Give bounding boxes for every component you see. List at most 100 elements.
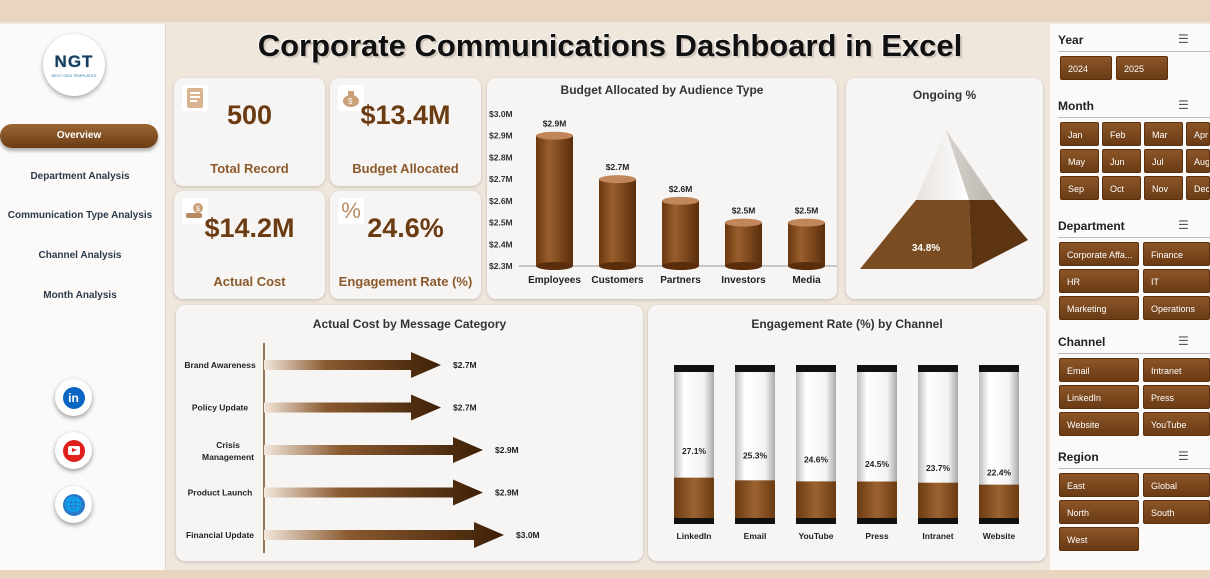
slicer-department-it[interactable]: IT	[1143, 269, 1210, 293]
slicer-department-finance[interactable]: Finance	[1143, 242, 1210, 266]
slicer-department-operations[interactable]: Operations	[1143, 296, 1210, 320]
nav-month-analysis[interactable]: Month Analysis	[43, 290, 117, 301]
slicer-year-2025[interactable]: 2025	[1116, 56, 1168, 80]
slicer-channel-linkedin[interactable]: LinkedIn	[1059, 385, 1139, 409]
nav-department-analysis[interactable]: Department Analysis	[30, 171, 130, 182]
kpi-value: 24.6%	[367, 213, 444, 243]
budget-category-label: Employees	[528, 275, 581, 286]
multi-select-icon[interactable]: ☰	[1178, 218, 1189, 232]
slicer-month-mar[interactable]: Mar	[1144, 122, 1183, 146]
kpi-value: $13.4M	[360, 100, 451, 130]
tube-cap	[918, 365, 958, 372]
slicer-month-feb[interactable]: Feb	[1102, 122, 1141, 146]
cost-category-label: Crisis	[216, 440, 240, 450]
slicer-region-east[interactable]: East	[1059, 473, 1139, 497]
slicer-region-global[interactable]: Global	[1143, 473, 1210, 497]
slicer-month-nov[interactable]: Nov	[1144, 176, 1183, 200]
budget-bar	[662, 200, 699, 266]
svg-text:$: $	[348, 97, 353, 106]
slicer-month-jan[interactable]: Jan	[1060, 122, 1099, 146]
kpi-card-actual-cost: $ $14.2M Actual Cost	[174, 191, 325, 299]
nav-communication-type-analysis[interactable]: Communication Type Analysis	[7, 210, 153, 221]
multi-select-icon[interactable]: ☰	[1178, 98, 1189, 112]
slicer-department-corporate-affairs[interactable]: Corporate Affa...	[1059, 242, 1139, 266]
engagement-category-label: Email	[744, 531, 767, 541]
tube-cap	[857, 365, 897, 372]
slicer-year-2024[interactable]: 2024	[1060, 56, 1112, 80]
slicer-month-jun[interactable]: Jun	[1102, 149, 1141, 173]
cost-category-label: Financial Update	[186, 530, 254, 540]
budget-bar-base	[725, 262, 762, 270]
slicer-department-marketing[interactable]: Marketing	[1059, 296, 1139, 320]
budget-bar-base	[536, 262, 573, 270]
kpi-card-total-record: 500 Total Record	[174, 78, 325, 186]
engagement-fill	[796, 481, 836, 518]
engagement-data-label: 23.7%	[926, 463, 951, 473]
budget-data-label: $2.9M	[543, 119, 567, 129]
cost-category-label: Policy Update	[192, 403, 248, 413]
cost-chart: $2.7M Brand Awareness $2.7M Policy Update $2…	[184, 343, 540, 553]
slicer-channel-press[interactable]: Press	[1143, 385, 1210, 409]
multi-select-icon[interactable]: ☰	[1178, 334, 1189, 348]
tube-base	[857, 518, 897, 524]
slicer-title-year: Year	[1058, 33, 1084, 47]
budget-bar-cap	[662, 196, 699, 205]
tube-base	[735, 518, 775, 524]
website-button[interactable]: 🌐	[55, 486, 92, 523]
page-title: Corporate Communications Dashboard in Ex…	[257, 28, 963, 63]
slicer-title-department: Department	[1058, 219, 1125, 233]
slicer-channel-intranet[interactable]: Intranet	[1143, 358, 1210, 382]
slicer-month-aug[interactable]: Aug	[1186, 149, 1210, 173]
nav-overview[interactable]: Overview	[0, 124, 158, 148]
multi-select-icon[interactable]: ☰	[1178, 32, 1189, 46]
slicer-region-north[interactable]: North	[1059, 500, 1139, 524]
y-tick-label: $2.9M	[489, 131, 513, 141]
cost-data-label: $2.9M	[495, 445, 519, 455]
engagement-data-label: 27.1%	[682, 446, 707, 456]
document-icon	[182, 85, 208, 111]
budget-chart-card: Budget Allocated by Audience Type $3.0M $…	[487, 78, 837, 299]
budget-data-label: $2.5M	[732, 206, 756, 216]
multi-select-icon[interactable]: ☰	[1178, 449, 1189, 463]
divider	[1058, 353, 1210, 354]
youtube-button[interactable]	[55, 432, 92, 469]
divider	[1058, 117, 1210, 118]
slicer-month-sep[interactable]: Sep	[1060, 176, 1099, 200]
money-hand-icon: $	[182, 198, 208, 224]
slicer-region-west[interactable]: West	[1059, 527, 1139, 551]
svg-text:$: $	[196, 206, 200, 213]
budget-chart: $3.0M $2.9M $2.8M $2.7M $2.6M $2.5M $2.4M $2.3M…	[489, 109, 837, 286]
nav-channel-analysis[interactable]: Channel Analysis	[38, 250, 122, 261]
slicer-month-jul[interactable]: Jul	[1144, 149, 1183, 173]
slicer-channel-youtube[interactable]: YouTube	[1143, 412, 1210, 436]
slicer-title-channel: Channel	[1058, 335, 1106, 349]
slicer-month-oct[interactable]: Oct	[1102, 176, 1141, 200]
slicer-month-dec[interactable]: Dec	[1186, 176, 1210, 200]
kpi-label: Total Record	[210, 161, 289, 176]
y-tick-label: $2.8M	[489, 152, 513, 162]
kpi-card-budget-allocated: $ $13.4M Budget Allocated	[330, 78, 481, 186]
tube-base	[979, 518, 1019, 524]
logo: NGT NEXT GEN TEMPLATES	[43, 34, 105, 96]
cost-category-label: Management	[202, 452, 254, 462]
slicer-month-may[interactable]: May	[1060, 149, 1099, 173]
engagement-category-label: Intranet	[922, 531, 953, 541]
linkedin-button[interactable]: in	[55, 379, 92, 416]
tube-base	[918, 518, 958, 524]
cost-data-label: $2.7M	[453, 403, 477, 413]
slicer-channel-email[interactable]: Email	[1059, 358, 1139, 382]
slicer-panel: Year ☰ 2024 2025 Month ☰ Jan Feb Mar Apr…	[1050, 24, 1210, 570]
youtube-icon	[62, 439, 85, 462]
budget-bar	[536, 135, 573, 266]
chart-title: Engagement Rate (%) by Channel	[751, 317, 943, 331]
slicer-department-hr[interactable]: HR	[1059, 269, 1139, 293]
engagement-fill	[735, 480, 775, 518]
slicer-channel-website[interactable]: Website	[1059, 412, 1139, 436]
logo-text: NGT	[54, 52, 94, 71]
tube-base	[796, 518, 836, 524]
slicer-month-apr[interactable]: Apr	[1186, 122, 1210, 146]
slicer-region-south[interactable]: South	[1143, 500, 1210, 524]
kpi-value: 500	[226, 100, 273, 130]
budget-bar	[788, 222, 825, 266]
cost-arrow	[264, 522, 504, 548]
